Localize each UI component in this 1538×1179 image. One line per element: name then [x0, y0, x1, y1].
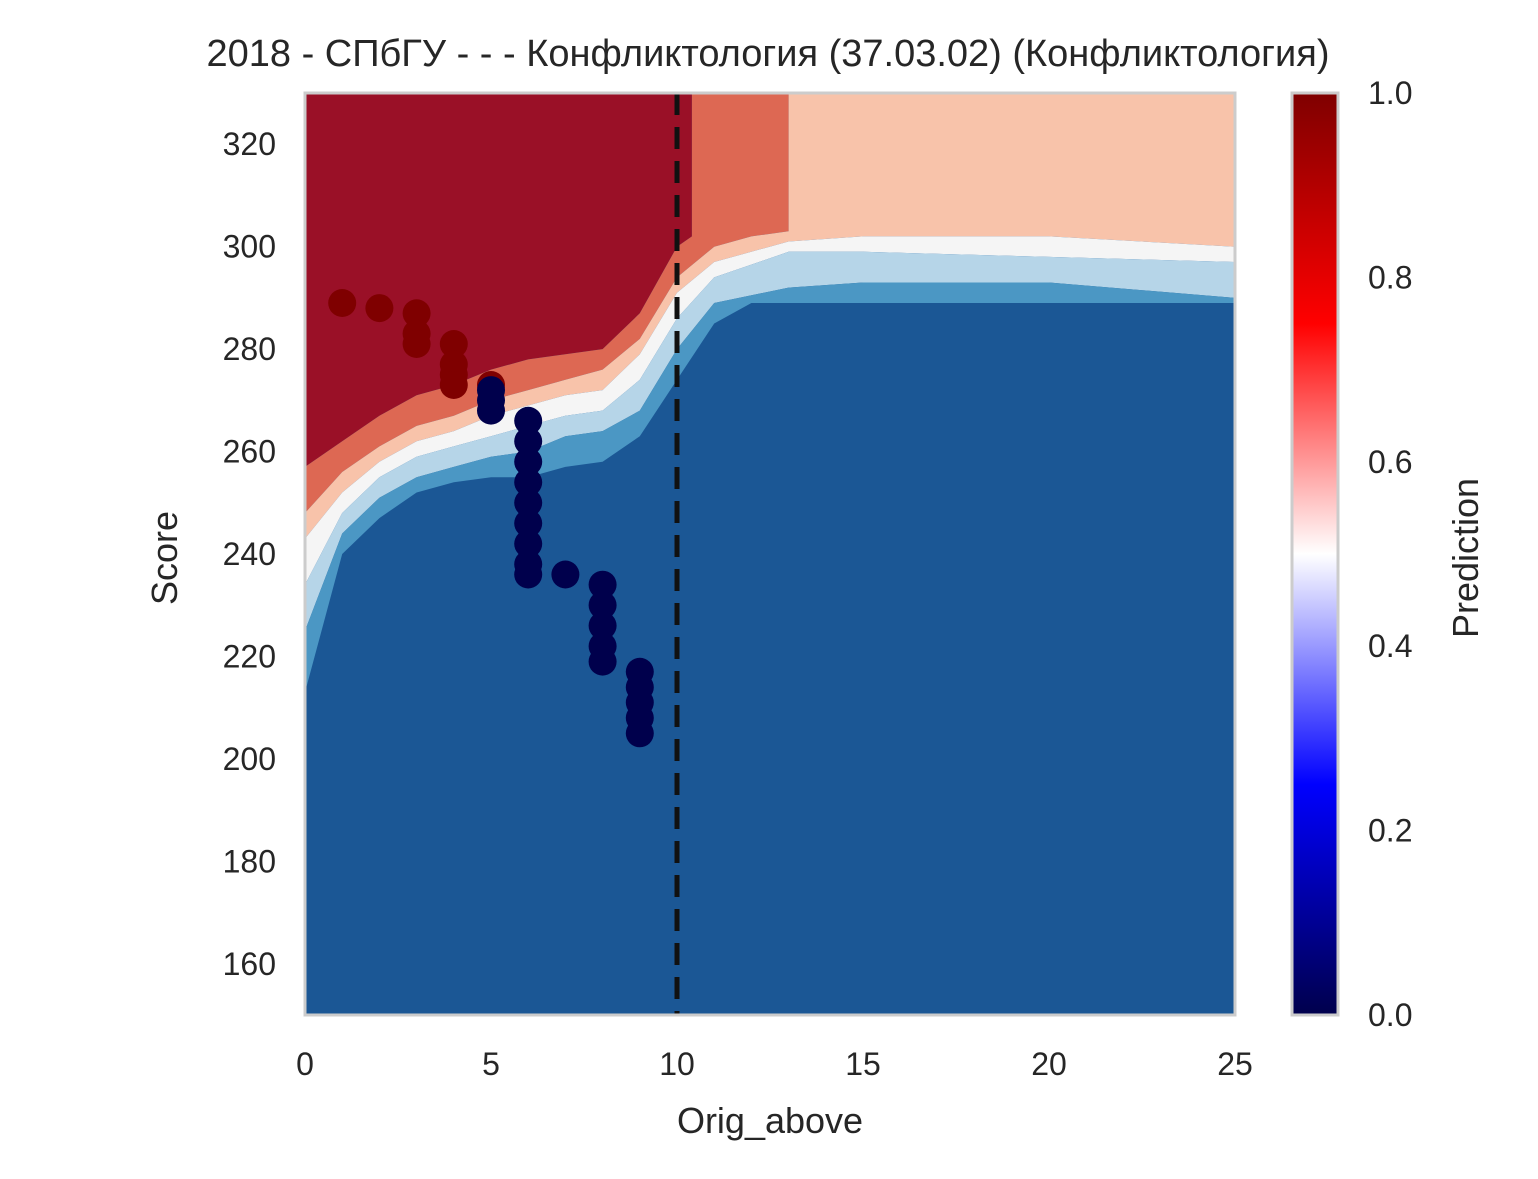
contour-region-0: [305, 93, 692, 467]
y-tick-label: 240: [223, 536, 276, 572]
data-point-0-1: [365, 294, 394, 323]
x-tick-label: 15: [845, 1046, 881, 1082]
data-point-1-5: [514, 447, 543, 476]
colorbar-tick-label: 0.6: [1368, 444, 1412, 480]
data-point-1-11: [514, 560, 543, 589]
colorbar-tick-label: 0.4: [1368, 628, 1412, 664]
colorbar: 0.0 0.2 0.4 0.6 0.8 1.0 Prediction: [1290, 75, 1486, 1033]
colorbar-label: Prediction: [1445, 478, 1486, 638]
y-axis-label: Score: [144, 511, 185, 605]
data-point-0-0: [328, 289, 357, 317]
colorbar-tick-label: 1.0: [1368, 75, 1412, 111]
data-point-1-12: [551, 560, 580, 589]
data-point-1-17: [588, 647, 617, 676]
y-tick-label: 260: [223, 434, 276, 470]
data-point-1-3: [514, 406, 543, 435]
y-tick-label: 180: [223, 843, 276, 879]
data-point-1-4: [514, 427, 543, 456]
colorbar-gradient: [1290, 91, 1340, 1017]
x-tick-label: 0: [296, 1046, 314, 1082]
data-point-1-22: [625, 719, 654, 748]
data-point-1-14: [588, 591, 617, 620]
y-tick-label: 160: [223, 946, 276, 982]
data-point-0-8: [439, 371, 468, 399]
y-tick-label: 280: [223, 331, 276, 367]
x-axis-label: Orig_above: [677, 1100, 863, 1141]
x-tick-label: 20: [1031, 1046, 1067, 1082]
data-point-1-9: [514, 529, 543, 558]
plot-area: [303, 91, 1237, 1017]
y-tick-label: 320: [223, 126, 276, 162]
chart-title: 2018 - СПбГУ - - - Конфликтология (37.03…: [206, 33, 1329, 75]
data-point-1-13: [588, 570, 617, 599]
data-point-1-15: [588, 611, 617, 640]
data-point-1-6: [514, 468, 543, 497]
data-point-1-7: [514, 488, 543, 517]
colorbar-tick-label: 0.0: [1368, 997, 1412, 1033]
data-point-1-8: [514, 509, 543, 538]
y-tick-label: 220: [223, 638, 276, 674]
data-point-0-5: [439, 330, 468, 358]
data-point-0-2: [402, 299, 431, 328]
x-tick-label: 25: [1217, 1046, 1253, 1082]
x-tick-label: 10: [659, 1046, 695, 1082]
colorbar-tick-label: 0.8: [1368, 259, 1412, 295]
contour-region-4: [305, 251, 1235, 631]
y-tick-label: 200: [223, 741, 276, 777]
x-tick-label: 5: [482, 1046, 500, 1082]
data-point-1-2: [477, 396, 505, 425]
contour-region-2: [305, 93, 1235, 539]
y-tick-label: 300: [223, 229, 276, 265]
colorbar-tick-label: 0.2: [1368, 813, 1412, 849]
plot-frame: [303, 91, 1237, 1017]
data-point-0-4: [402, 330, 431, 358]
contour-region-1: [305, 93, 789, 513]
